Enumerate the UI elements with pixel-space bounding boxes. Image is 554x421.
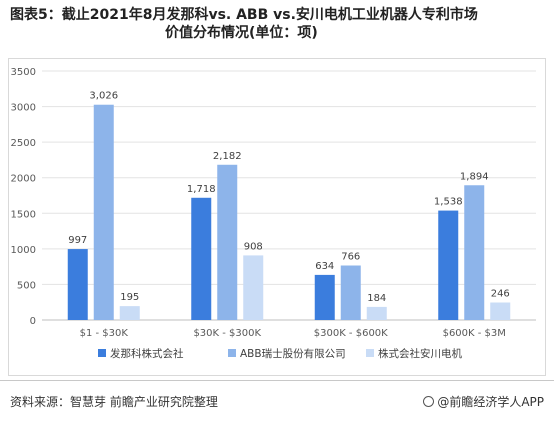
data-label: 3,026 <box>89 91 118 102</box>
legend-label: ABB瑞士股份有限公司 <box>240 347 346 360</box>
chart-frame <box>8 58 546 376</box>
y-tick-label: 2000 <box>11 174 36 185</box>
bar-chart: 0 500 1000 1500 2000 2500 3000 3500 997 3,026 195 $… <box>11 67 536 360</box>
data-label: 184 <box>367 293 386 304</box>
bar <box>438 210 459 320</box>
bar <box>191 197 212 320</box>
brand-credit: @前瞻经济学人APP <box>423 393 544 410</box>
bar <box>464 185 485 320</box>
legend-label: 发那科株式会社 <box>110 347 184 360</box>
y-tick-label: 1000 <box>11 245 36 256</box>
bar <box>217 164 238 320</box>
y-tick-label: 3500 <box>11 67 36 78</box>
data-label: 246 <box>491 288 510 299</box>
y-tick-label: 2500 <box>11 138 36 149</box>
data-label: 1,538 <box>434 197 463 208</box>
bar <box>314 274 335 320</box>
bar <box>119 306 140 320</box>
chart-title: 图表5：截止2021年8月发那科vs. ABB vs.安川电机工业机器人专利市场… <box>10 6 550 42</box>
bar <box>67 249 88 320</box>
data-label: 1,718 <box>187 184 216 195</box>
footer: 资料来源：智慧芽 前瞻产业研究院整理 @前瞻经济学人APP <box>0 380 554 421</box>
brand-text: @前瞻经济学人APP <box>437 395 544 409</box>
chart-title-line-1: 图表5：截止2021年8月发那科vs. ABB vs.安川电机工业机器人专利市场 <box>10 7 478 23</box>
bar <box>490 302 511 320</box>
y-tick-label: 1500 <box>11 209 36 220</box>
bar <box>93 104 114 321</box>
data-label: 997 <box>68 235 87 246</box>
legend-label: 株式会社安川电机 <box>378 347 462 360</box>
chart-title-line-2: 价值分布情况(单位：项) <box>165 25 318 41</box>
brand-logo-icon <box>423 396 435 407</box>
legend-swatch <box>98 349 106 357</box>
y-tick-label: 0 <box>30 316 36 327</box>
x-tick-label: $30K - $300K <box>193 328 261 339</box>
bar <box>366 306 387 320</box>
x-tick-label: $600K - $3M <box>443 328 506 339</box>
data-label: 2,182 <box>213 151 242 162</box>
x-tick-label: $1 - $30K <box>80 328 129 339</box>
data-label: 908 <box>244 241 263 252</box>
legend-swatch <box>228 349 236 357</box>
source-note: 资料来源：智慧芽 前瞻产业研究院整理 <box>10 395 218 409</box>
data-label: 195 <box>120 292 139 303</box>
data-label: 1,894 <box>460 171 489 182</box>
legend-swatch <box>366 349 374 357</box>
y-tick-label: 3000 <box>11 103 36 114</box>
x-tick-label: $300K - $600K <box>314 328 388 339</box>
bar <box>340 265 361 320</box>
bar <box>243 255 264 320</box>
y-tick-label: 500 <box>17 280 36 291</box>
data-label: 766 <box>341 252 360 263</box>
data-label: 634 <box>315 261 334 272</box>
